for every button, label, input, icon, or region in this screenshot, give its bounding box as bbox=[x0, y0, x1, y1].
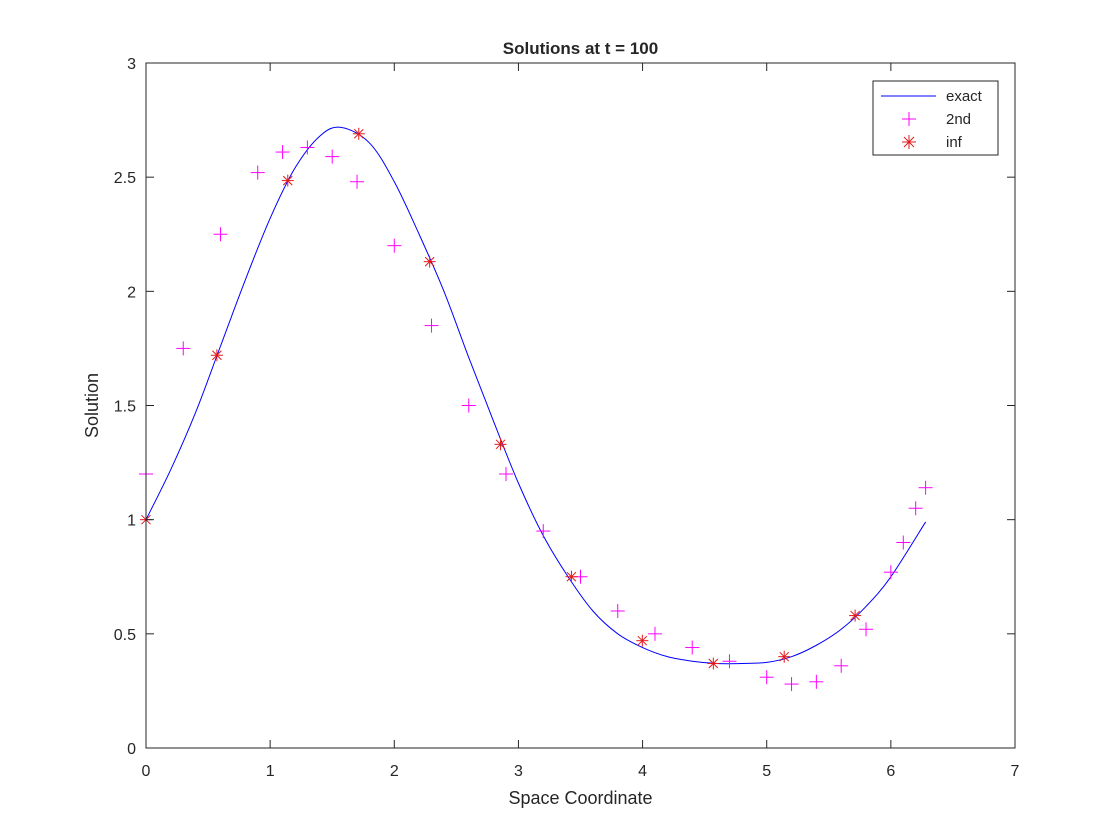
x-tick-label: 2 bbox=[390, 763, 399, 780]
series-2nd-point bbox=[908, 501, 923, 516]
series-inf-point bbox=[423, 255, 436, 268]
series-2nd-point bbox=[610, 604, 625, 618]
series-2nd-point bbox=[387, 238, 402, 253]
series-2nd-point bbox=[176, 341, 191, 356]
series-inf-point bbox=[210, 349, 223, 362]
series-2nd-point bbox=[722, 654, 737, 669]
series-2nd-point bbox=[896, 535, 911, 550]
series-2nd-point bbox=[834, 658, 849, 673]
x-tick-label: 4 bbox=[638, 763, 647, 780]
series-2nd-point bbox=[918, 480, 933, 495]
legend-inf-swatch bbox=[902, 135, 916, 149]
y-tick-label: 2 bbox=[127, 284, 136, 301]
series-2nd-point bbox=[250, 165, 265, 180]
series-inf-point bbox=[281, 174, 294, 187]
series-inf-point bbox=[352, 127, 365, 140]
legend-2nd-label: 2nd bbox=[946, 111, 971, 128]
x-tick-label: 7 bbox=[1011, 763, 1020, 780]
x-tick-label: 0 bbox=[142, 763, 151, 780]
series-2nd-point bbox=[859, 622, 874, 637]
legend-box bbox=[872, 80, 999, 156]
series-2nd-point bbox=[300, 140, 315, 155]
series-inf-point bbox=[565, 570, 578, 583]
y-tick-label: 3 bbox=[127, 56, 136, 73]
series-2nd-point bbox=[759, 670, 774, 685]
legend-2nd-swatch bbox=[902, 112, 916, 126]
y-tick-label: 0 bbox=[127, 741, 136, 758]
series-2nd-point bbox=[325, 149, 340, 164]
chart-title: Solutions at t = 100 bbox=[503, 39, 658, 58]
series-2nd-point bbox=[784, 677, 799, 692]
series-2nd-point bbox=[275, 145, 290, 160]
series-2nd-point bbox=[883, 565, 898, 580]
y-tick-label: 1 bbox=[127, 513, 136, 530]
series-inf-point bbox=[778, 650, 791, 663]
series-inf-point bbox=[707, 657, 720, 670]
x-tick-label: 5 bbox=[762, 763, 771, 780]
series-2nd-point bbox=[499, 467, 514, 481]
legend-inf-label: inf bbox=[946, 134, 963, 151]
y-axis-label: Solution bbox=[82, 373, 102, 438]
x-tick-label: 6 bbox=[886, 763, 895, 780]
series-2nd-point bbox=[424, 318, 439, 333]
plot-area bbox=[146, 63, 1015, 748]
x-axis-label: Space Coordinate bbox=[508, 788, 652, 808]
exact-series-line bbox=[145, 126, 927, 665]
y-tick-label: 0.5 bbox=[114, 627, 136, 644]
y-tick-label: 2.5 bbox=[114, 170, 136, 187]
x-tick-label: 3 bbox=[514, 763, 523, 780]
ticks-layer: 0 1 2 3 4 5 6 7 0 0.5 1 1.5 2 2.5 3 bbox=[114, 56, 1020, 780]
series-2nd-point bbox=[809, 674, 824, 689]
legend: exact 2nd inf bbox=[872, 80, 999, 156]
x-tick-label: 1 bbox=[266, 763, 275, 780]
data-layer bbox=[139, 126, 933, 692]
series-2nd-point bbox=[536, 524, 551, 539]
series-2nd-point bbox=[685, 640, 700, 655]
legend-exact-label: exact bbox=[946, 88, 983, 105]
series-2nd-point bbox=[461, 398, 476, 413]
y-tick-label: 1.5 bbox=[114, 399, 136, 416]
series-2nd-point bbox=[350, 174, 365, 189]
series-inf-point bbox=[849, 609, 862, 622]
series-2nd-point bbox=[647, 626, 662, 641]
series-2nd-point bbox=[213, 227, 228, 242]
series-inf-point bbox=[636, 634, 649, 647]
series-inf-point bbox=[494, 438, 507, 451]
